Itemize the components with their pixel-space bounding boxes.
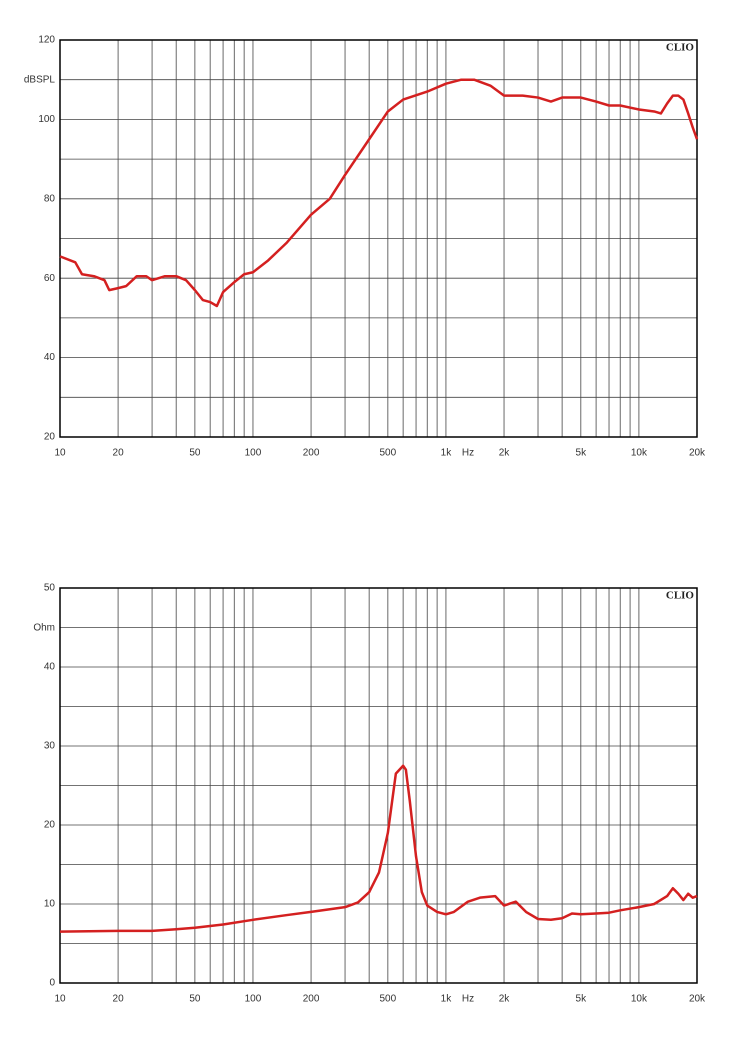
y-tick-label: 40 bbox=[44, 352, 56, 363]
y-tick-label: 80 bbox=[44, 193, 56, 204]
chart: 0 10 20 30 40 50 10 20 50 100 200 500 1k 2k 5k 10k 20k Hz… bbox=[33, 583, 706, 1005]
x-tick-label: 100 bbox=[245, 448, 262, 459]
x-tick-label: 10 bbox=[54, 994, 66, 1005]
y-tick-label: 60 bbox=[44, 273, 56, 284]
y-tick-label: 20 bbox=[44, 820, 56, 831]
x-tick-label: 5k bbox=[576, 994, 588, 1005]
x-tick-label: 2k bbox=[499, 994, 511, 1005]
plot-frame bbox=[59, 587, 698, 984]
y-axis-label: dBSPL bbox=[24, 75, 56, 86]
x-tick-label: 10k bbox=[631, 994, 648, 1005]
x-tick-label: 200 bbox=[303, 448, 320, 459]
y-tick-label: 30 bbox=[44, 741, 56, 752]
x-tick-label: 20 bbox=[113, 994, 125, 1005]
watermark: CLIO bbox=[666, 590, 695, 602]
x-tick-label: 5k bbox=[576, 448, 588, 459]
x-tick-label: 200 bbox=[303, 994, 320, 1005]
plot-frame bbox=[59, 39, 698, 438]
x-axis-label: Hz bbox=[462, 994, 474, 1005]
y-tick-label: 100 bbox=[38, 114, 55, 125]
x-tick-label: 10k bbox=[631, 448, 648, 459]
y-tick-label: 50 bbox=[44, 583, 56, 594]
y-tick-label: 120 bbox=[38, 35, 55, 46]
y-tick-label: 40 bbox=[44, 662, 56, 673]
x-tick-label: 500 bbox=[380, 448, 397, 459]
y-axis-label: Ohm bbox=[33, 623, 55, 634]
x-tick-label: 20 bbox=[113, 448, 125, 459]
x-tick-label: 20k bbox=[689, 994, 706, 1005]
x-tick-label: 10 bbox=[54, 448, 66, 459]
y-tick-label: 10 bbox=[44, 899, 56, 910]
y-tick-label: 20 bbox=[44, 432, 56, 443]
watermark: CLIO bbox=[666, 42, 695, 54]
x-tick-label: 20k bbox=[689, 448, 706, 459]
x-tick-label: 100 bbox=[245, 994, 262, 1005]
x-tick-label: 1k bbox=[441, 994, 453, 1005]
x-tick-label: 1k bbox=[441, 448, 453, 459]
x-tick-label: 50 bbox=[189, 448, 201, 459]
chart: 20 40 60 80 100 120 10 20 50 100 200 500 1k 2k 5k 10k 20… bbox=[24, 35, 706, 459]
y-tick-label: 0 bbox=[49, 978, 55, 989]
x-axis-label: Hz bbox=[462, 448, 474, 459]
x-tick-label: 500 bbox=[380, 994, 397, 1005]
x-tick-label: 2k bbox=[499, 448, 511, 459]
data-line bbox=[59, 764, 698, 933]
data-line bbox=[59, 78, 699, 308]
x-tick-label: 50 bbox=[189, 994, 201, 1005]
